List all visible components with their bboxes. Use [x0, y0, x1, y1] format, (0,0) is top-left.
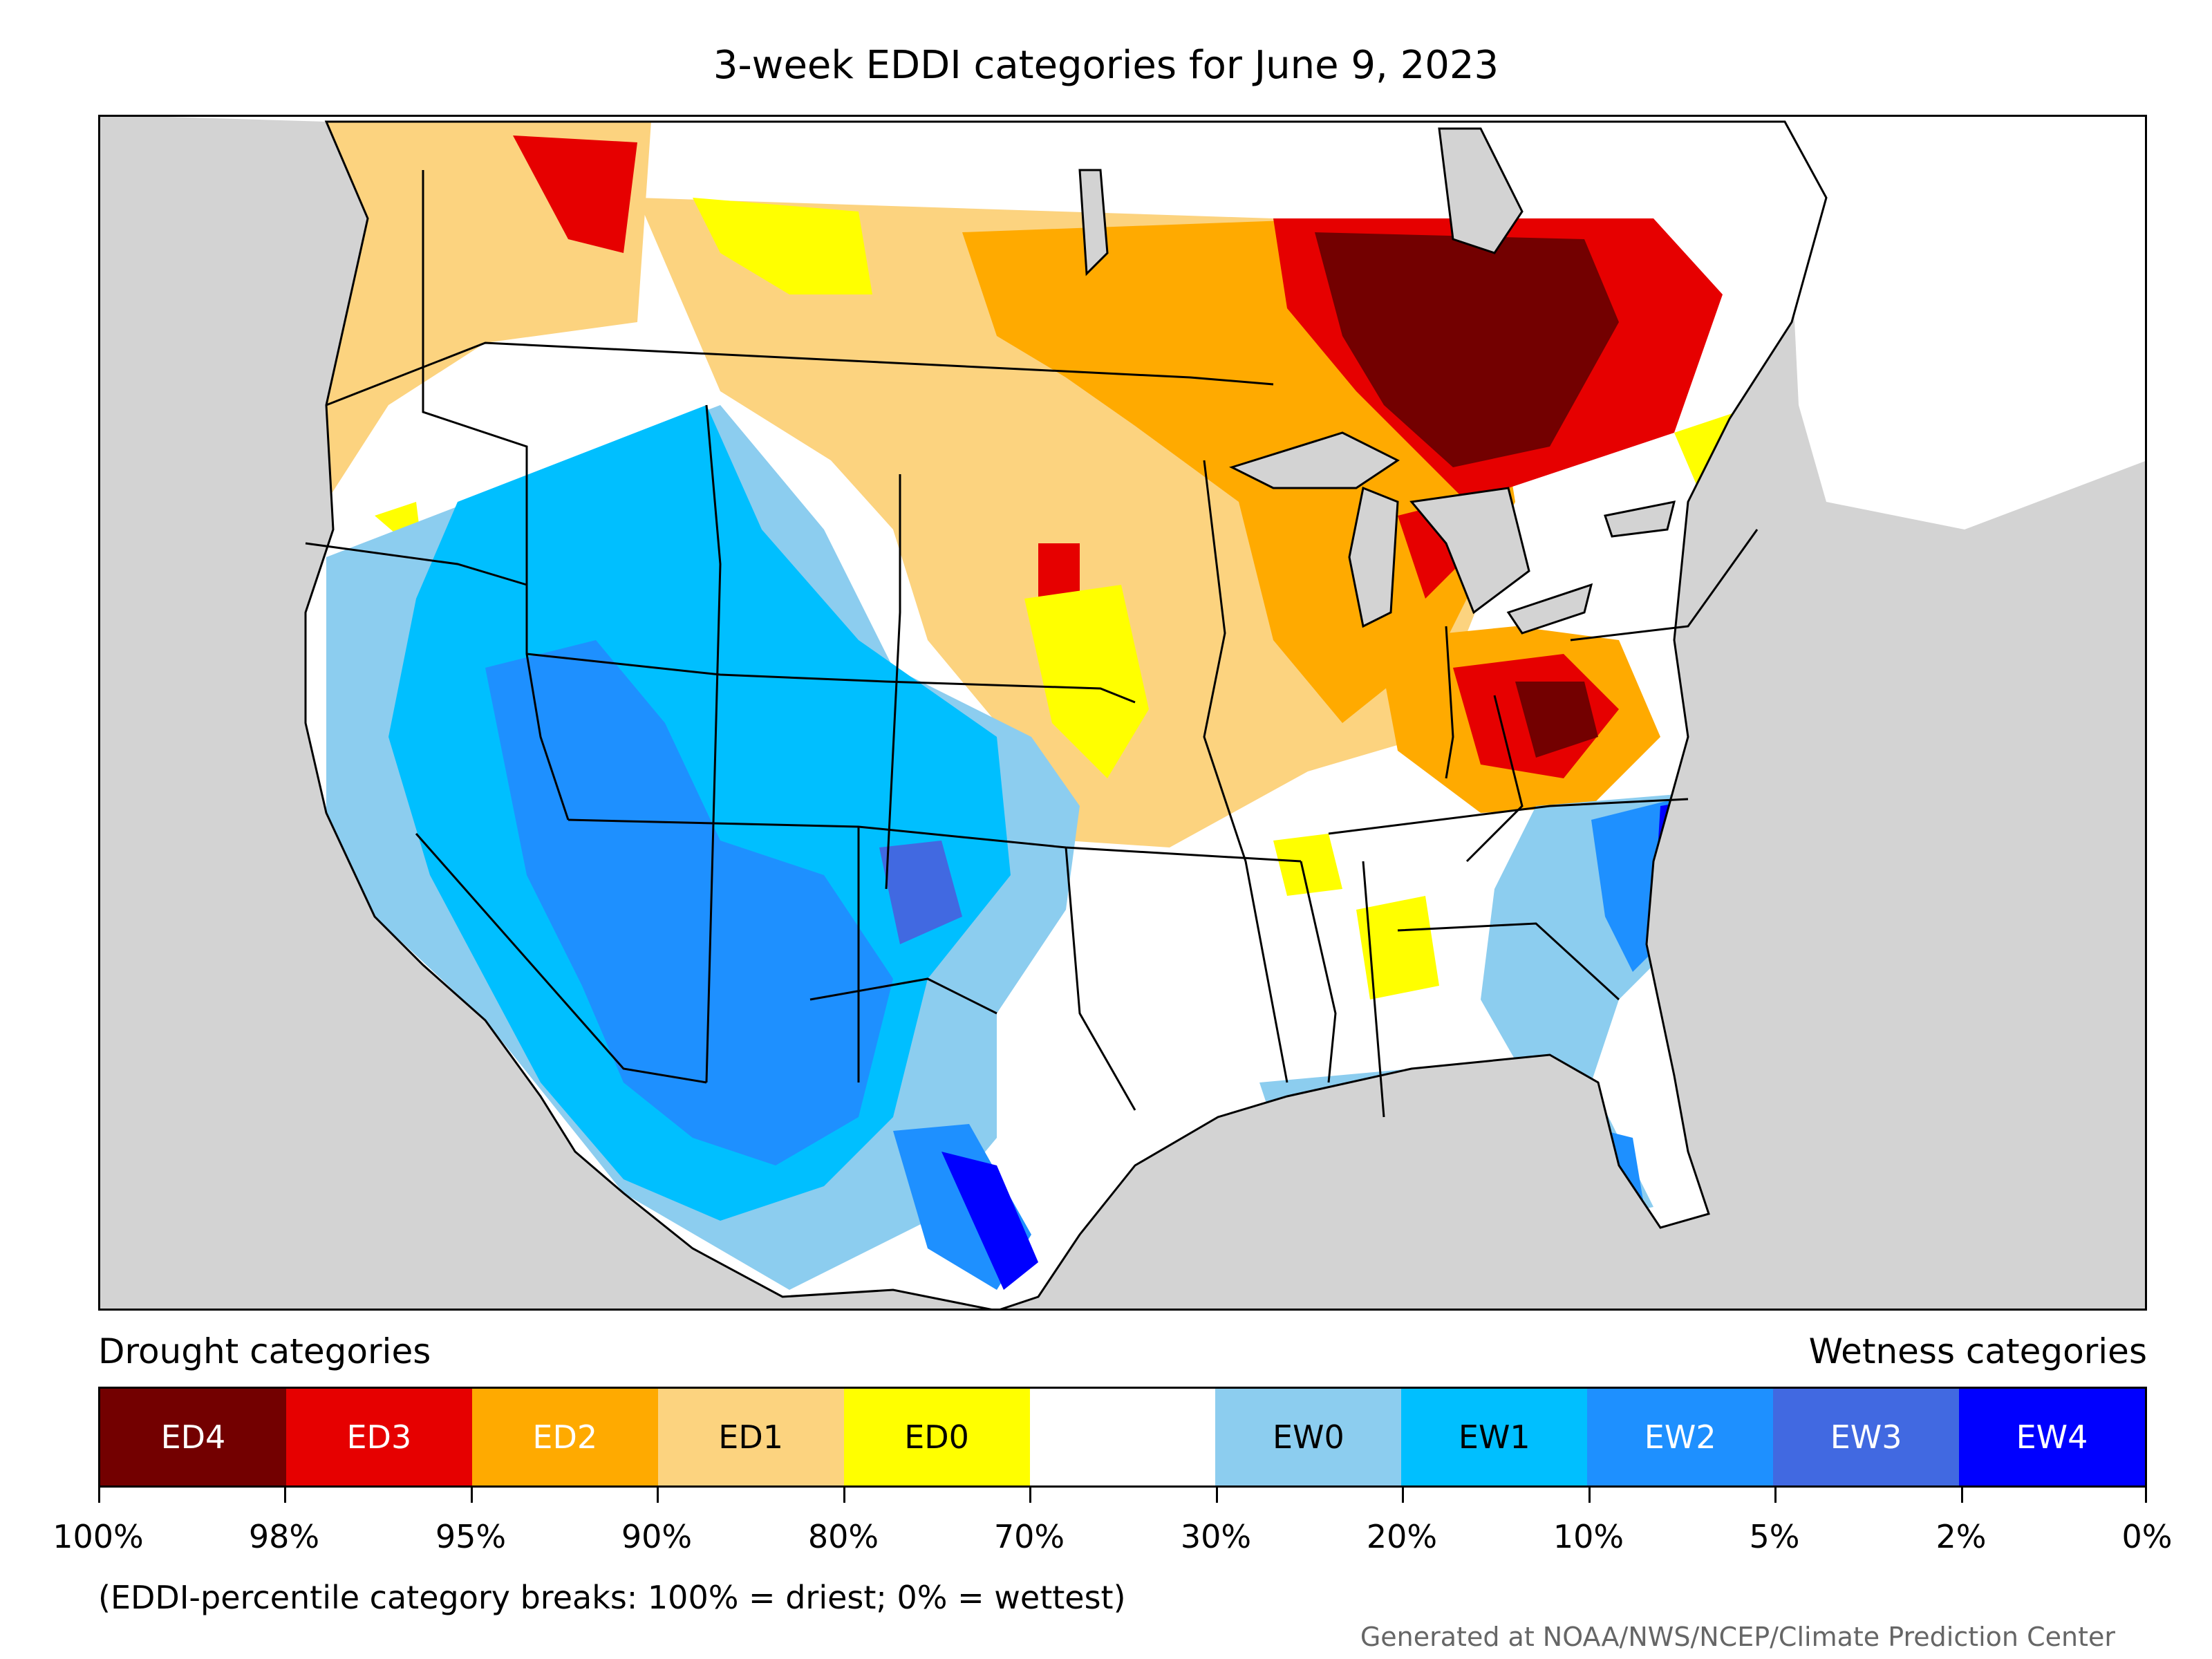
legend-tick [1029, 1488, 1031, 1503]
legend-tick-label: 95% [435, 1518, 507, 1555]
legend-tick-label: 30% [1180, 1518, 1252, 1555]
legend-tick-label: 80% [807, 1518, 879, 1555]
legend-tick [657, 1488, 659, 1503]
legend-segment: ED0 [843, 1389, 1030, 1485]
map-border [98, 115, 2147, 1311]
legend-ticks [98, 1488, 2147, 1508]
legend-segment: ED1 [657, 1389, 844, 1485]
legend-tick-labels: 100% 98% 95% 90% 80% 70% 30% 20% 10% 5% 2% 0% [53, 1518, 2172, 1559]
legend-tick [2145, 1488, 2147, 1503]
legend-tick-label: 70% [993, 1518, 1065, 1555]
drought-categories-heading: Drought categories [98, 1331, 431, 1371]
legend-segment: ED4 [100, 1389, 286, 1485]
legend-tick [843, 1488, 845, 1503]
legend-segment: EW2 [1587, 1389, 1774, 1485]
legend-tick [1402, 1488, 1404, 1503]
legend-tick-label: 100% [53, 1518, 144, 1555]
legend-tick [98, 1488, 100, 1503]
state-borders [304, 120, 1828, 1311]
great-lakes [1078, 127, 1676, 635]
category-breaks-note: (EDDI-percentile category breaks: 100% =… [98, 1579, 1126, 1616]
legend-tick-label: 20% [1366, 1518, 1438, 1555]
legend-tick [1961, 1488, 1963, 1503]
legend-tick [471, 1488, 473, 1503]
legend-segment: EW3 [1773, 1389, 1960, 1485]
legend-tick [1588, 1488, 1591, 1503]
legend-tick [1774, 1488, 1777, 1503]
legend-tick-label: 10% [1553, 1518, 1624, 1555]
legend-segment: EW1 [1401, 1389, 1588, 1485]
legend-tick-label: 98% [248, 1518, 320, 1555]
legend-tick [284, 1488, 286, 1503]
legend-segment [1029, 1389, 1216, 1485]
map-title: 3-week EDDI categories for June 9, 2023 [713, 43, 1499, 88]
legend-segment: ED2 [471, 1389, 658, 1485]
legend-tick [1216, 1488, 1218, 1503]
legend-segment: EW0 [1215, 1389, 1402, 1485]
legend-segment: ED3 [285, 1389, 472, 1485]
color-legend-bar: ED4 ED3 ED2 ED1 ED0 EW0 EW1 EW2 EW3 EW4 [98, 1387, 2147, 1488]
canada-east-land [1785, 122, 2147, 529]
legend-tick-label: 90% [621, 1518, 693, 1555]
legend-tick-label: 2% [1936, 1518, 1987, 1555]
legend-tick-label: 0% [2121, 1518, 2173, 1555]
credit-line: Generated at NOAA/NWS/NCEP/Climate Predi… [1360, 1622, 2115, 1652]
legend-tick-label: 5% [1749, 1518, 1800, 1555]
wetness-categories-heading: Wetness categories [1808, 1331, 2147, 1371]
eddi-map [98, 115, 2147, 1311]
legend-segment: EW4 [1959, 1389, 2145, 1485]
